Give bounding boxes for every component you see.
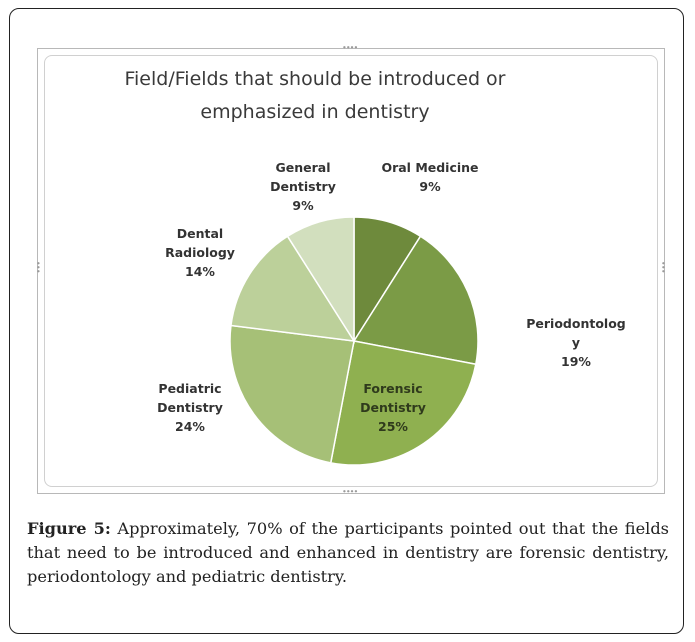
plot-area-border bbox=[44, 55, 658, 487]
label-general-dentistry: General Dentistry 9% bbox=[270, 160, 336, 213]
figure-label: Figure 5: bbox=[27, 519, 111, 538]
pie-slice-pediatric-dentistry bbox=[229, 324, 355, 464]
resize-handle-bottom[interactable]: ∙∙∙∙ bbox=[342, 487, 358, 496]
pie-slice-general-dentistry bbox=[286, 216, 355, 344]
chart-title: Field/Fields that should be introduced o… bbox=[124, 68, 506, 123]
label-dental-radiology: Dental Radiology 14% bbox=[165, 226, 235, 279]
figure-caption-text: Approximately, 70% of the participants p… bbox=[27, 519, 669, 586]
figure-caption: Figure 5: Approximately, 70% of the part… bbox=[27, 517, 669, 589]
label-pediatric-dentistry: Pediatric Dentistry 24% bbox=[157, 381, 223, 434]
pie-slice-dental-radiology bbox=[230, 235, 356, 342]
resize-handle-right[interactable]: ∙ ∙ ∙ bbox=[661, 259, 666, 276]
pie-slice-periodontology bbox=[352, 235, 479, 366]
resize-handle-left[interactable]: ∙ ∙ ∙ bbox=[36, 259, 41, 276]
label-periodontology: Periodontolog y 19% bbox=[526, 316, 626, 369]
pie-slice-forensic-dentistry bbox=[329, 340, 477, 466]
label-oral-medicine: Oral Medicine 9% bbox=[381, 160, 479, 194]
resize-handle-top[interactable]: ∙∙∙∙ bbox=[342, 43, 358, 52]
label-forensic-dentistry: Forensic Dentistry 25% bbox=[360, 381, 426, 434]
